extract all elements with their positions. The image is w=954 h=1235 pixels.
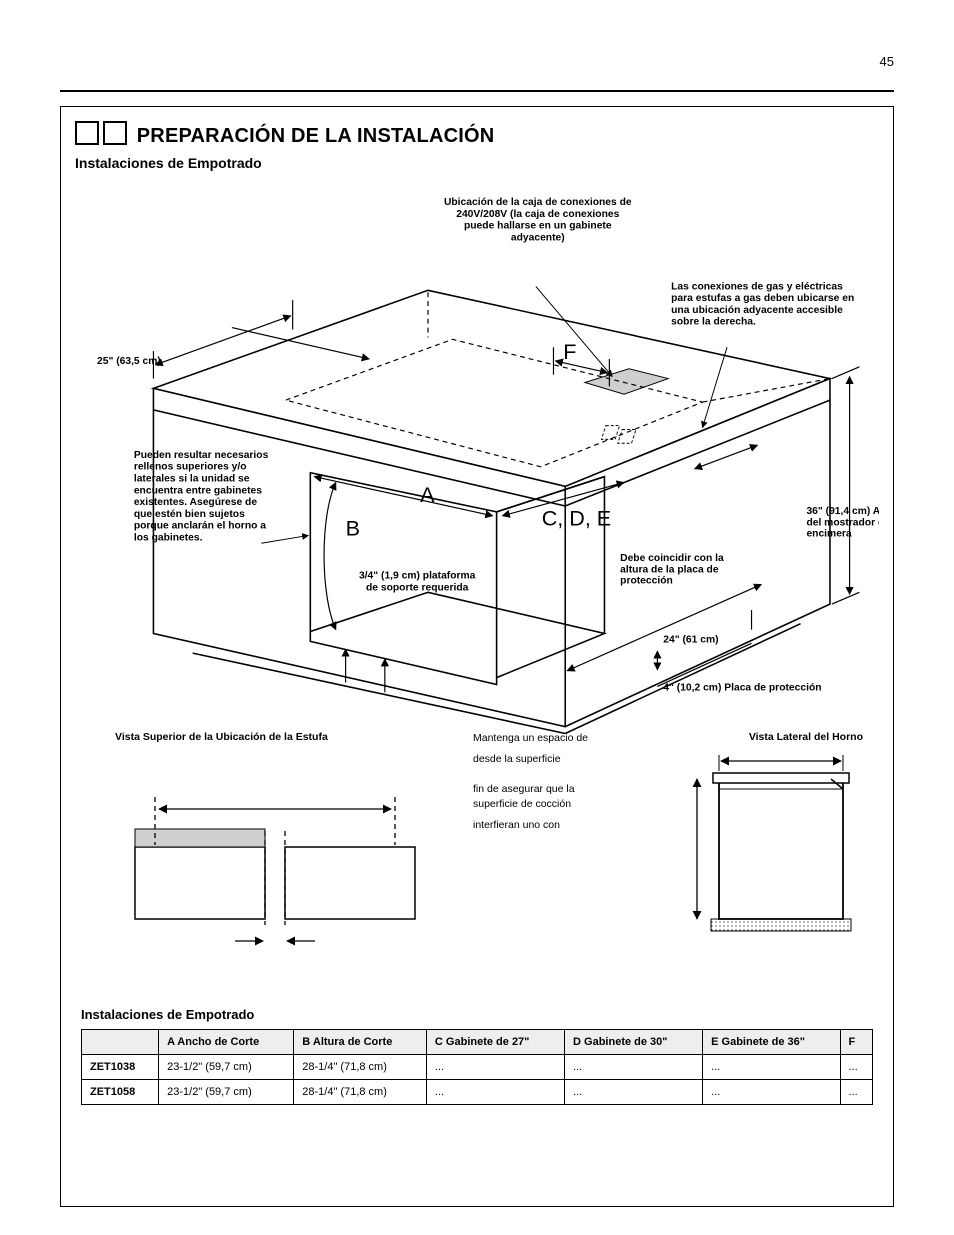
table-header: F [840,1030,872,1055]
dim-F: F [563,339,576,364]
label-counter-depth: 25" (63,5 cm) [75,355,183,367]
content-frame: PREPARACIÓN DE LA INSTALACIÓN Instalacio… [60,106,894,1207]
label-jbox: Ubicación de la caja de conexiones de 24… [440,196,636,243]
table-cell: 28-1/4" (71,8 cm) [294,1055,427,1080]
table-cell: ... [840,1080,872,1105]
page-number: 45 [880,54,894,69]
table-cell: 23-1/2" (59,7 cm) [159,1055,294,1080]
undercounter-cutout-diagram: 25" (63,5 cm) Ubicación de la caja de co… [75,177,879,737]
checkbox-icon [103,121,127,145]
label-filler: Pueden resultar necesarios rellenos supe… [134,449,269,544]
label-36: 36" (91,4 cm) Altura del mostrador de en… [806,506,879,540]
table-header [82,1030,159,1055]
rule-top [60,90,894,92]
table-title: Instalaciones de Empotrado [81,1007,254,1022]
table-row: ZET1058 23-1/2" (59,7 cm) 28-1/4" (71,8 … [82,1080,873,1105]
label-24: 24" (61 cm) [663,633,761,645]
table-row: ZET1038 23-1/2" (59,7 cm) 28-1/4" (71,8 … [82,1055,873,1080]
inset-side-view-title: Vista Lateral del Horno [663,731,863,743]
table-cell: 28-1/4" (71,8 cm) [294,1080,427,1105]
label-toekick-match: Debe coincidir con la altura de la placa… [620,553,738,587]
inset-top-view-title: Vista Superior de la Ubicación de la Est… [115,731,455,743]
table-header: D Gabinete de 30" [565,1030,703,1055]
insets-row: Vista Superior de la Ubicación de la Est… [75,731,879,971]
table-header: A Ancho de Corte [159,1030,294,1055]
inset-side-view: Vista Lateral del Horno [663,731,863,959]
label-toekick: 4" (10,2 cm) Placa de protección [663,683,830,694]
table-cell: ... [426,1055,564,1080]
table-cell: ... [565,1080,703,1105]
label-platform: 3/4" (1,9 cm) plataforma de soporte requ… [353,571,480,594]
page: 45 PREPARACIÓN DE LA INSTALACIÓN Instala… [0,0,954,1235]
title-text: PREPARACIÓN DE LA INSTALACIÓN [137,125,495,147]
table-header: B Altura de Corte [294,1030,427,1055]
table-cell: ... [565,1055,703,1080]
table-cell: ... [426,1080,564,1105]
table-cell: 23-1/2" (59,7 cm) [159,1080,294,1105]
inset-top-view: Vista Superior de la Ubicación de la Est… [115,731,455,959]
table-header: E Gabinete de 36" [703,1030,840,1055]
table-header: C Gabinete de 27" [426,1030,564,1055]
table-header-row: A Ancho de Corte B Altura de Corte C Gab… [82,1030,873,1055]
page-title: PREPARACIÓN DE LA INSTALACIÓN [75,121,494,148]
cutout-dimensions-table: A Ancho de Corte B Altura de Corte C Gab… [81,1029,873,1105]
table-cell: ... [840,1055,872,1080]
dim-CDE: C, D, E [542,506,612,531]
dim-B: B [346,515,360,540]
table-cell: ZET1058 [82,1080,159,1105]
table-cell: ... [703,1080,840,1105]
subtitle: Instalaciones de Empotrado [75,155,262,171]
checkbox-icon [75,121,99,145]
table-cell: ... [703,1055,840,1080]
table-cell: ZET1038 [82,1055,159,1080]
dim-A: A [420,482,435,507]
label-gas: Las conexiones de gas y eléctricas para … [671,281,867,328]
